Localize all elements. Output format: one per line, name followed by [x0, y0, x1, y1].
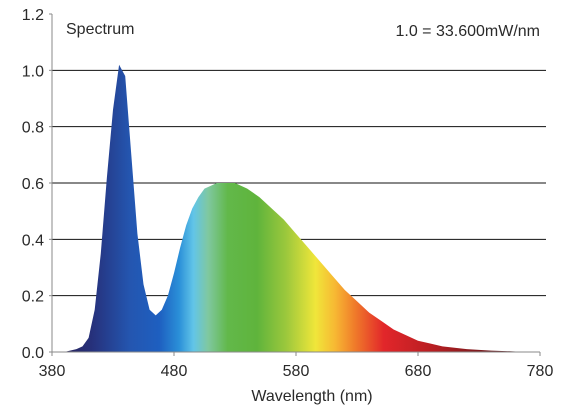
y-tick-label: 0.0 [22, 345, 44, 362]
scale-annotation: 1.0 = 33.600mW/nm [395, 23, 540, 40]
spectrum-area [52, 64, 540, 352]
y-tick-label: 0.4 [22, 232, 44, 249]
x-tick-label: 380 [39, 363, 66, 380]
x-axis-label: Wavelength (nm) [251, 388, 372, 405]
chart-title: Spectrum [66, 21, 134, 38]
y-tick-label: 0.6 [22, 176, 44, 193]
y-tick-label: 0.2 [22, 289, 44, 306]
x-tick-label: 680 [405, 363, 432, 380]
x-tick-label: 780 [527, 363, 554, 380]
tick-labels: 0.0 0.2 0.4 0.6 0.8 1.0 1.2 380 480 580 680 780 [22, 7, 554, 380]
y-tick-label: 1.2 [22, 7, 44, 24]
y-tick-label: 0.8 [22, 120, 44, 137]
y-tick-label: 1.0 [22, 63, 44, 80]
x-tick-label: 480 [161, 363, 188, 380]
x-tick-label: 580 [283, 363, 310, 380]
